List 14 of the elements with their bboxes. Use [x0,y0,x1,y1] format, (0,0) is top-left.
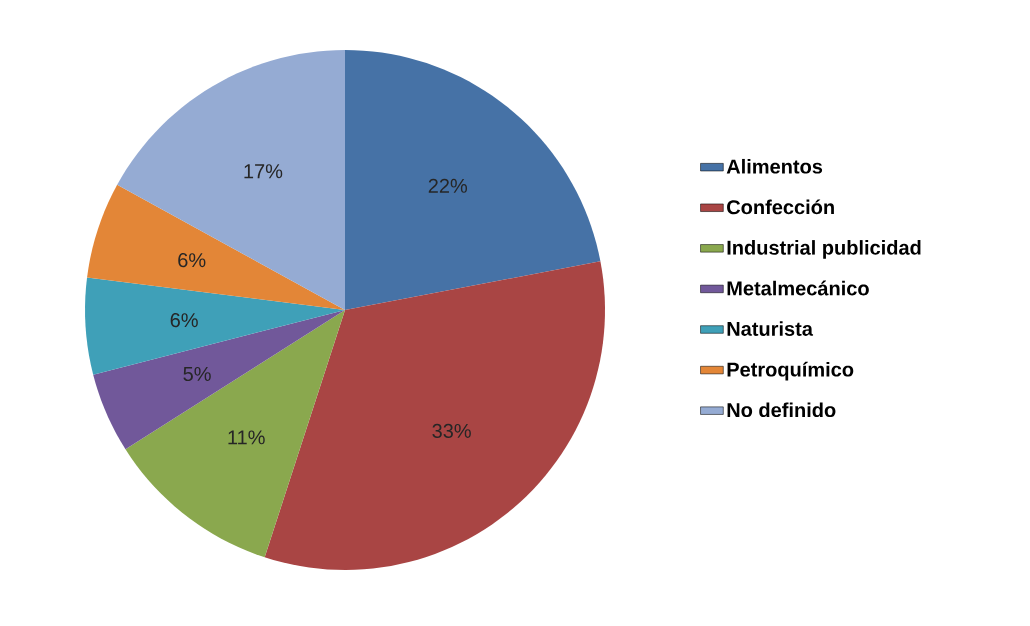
data-label: 6% [170,313,198,328]
legend-label: Industrial publicidad [727,240,921,259]
legend-label: Metalmecánico [727,280,869,296]
data-label: 5% [183,367,211,382]
legend-label: Alimentos [726,158,823,174]
legend-label: Petroquímico [727,361,854,381]
data-label: 33% [432,423,471,438]
legend-label: Naturista [727,321,814,336]
data-label: 17% [244,164,283,179]
legend-label: Confección [727,199,834,215]
data-label: 6% [178,253,206,268]
legend-label: No definido [727,402,836,418]
data-label: 22% [428,178,468,193]
data-label: 11% [228,430,265,445]
